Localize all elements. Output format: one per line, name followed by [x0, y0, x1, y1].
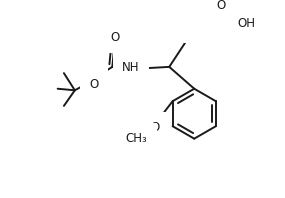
Text: O: O [151, 121, 160, 134]
Text: O: O [216, 0, 225, 12]
Text: O: O [90, 78, 99, 90]
Text: NH: NH [122, 61, 140, 74]
Text: OH: OH [237, 17, 255, 30]
Text: O: O [111, 31, 120, 44]
Text: CH₃: CH₃ [126, 132, 148, 145]
